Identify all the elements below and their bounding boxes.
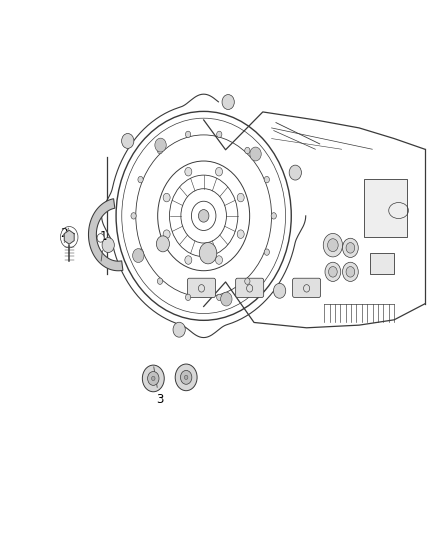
Circle shape xyxy=(271,213,276,219)
Circle shape xyxy=(157,147,162,154)
Circle shape xyxy=(215,256,223,264)
Circle shape xyxy=(163,193,170,202)
Circle shape xyxy=(250,147,261,161)
Circle shape xyxy=(156,236,170,252)
Circle shape xyxy=(173,322,185,337)
Circle shape xyxy=(185,256,192,264)
Circle shape xyxy=(138,176,143,183)
Circle shape xyxy=(97,233,104,242)
FancyBboxPatch shape xyxy=(293,278,321,297)
Circle shape xyxy=(245,278,250,285)
Circle shape xyxy=(237,230,244,238)
Circle shape xyxy=(199,243,217,264)
Circle shape xyxy=(289,165,301,180)
Circle shape xyxy=(180,370,192,384)
Circle shape xyxy=(175,364,197,391)
Circle shape xyxy=(264,176,269,183)
Circle shape xyxy=(148,372,159,385)
Circle shape xyxy=(222,94,234,109)
Circle shape xyxy=(157,278,162,285)
Circle shape xyxy=(163,230,170,238)
Circle shape xyxy=(142,365,164,392)
Circle shape xyxy=(217,294,222,301)
Circle shape xyxy=(122,133,134,148)
FancyBboxPatch shape xyxy=(236,278,264,297)
Text: 1: 1 xyxy=(99,230,107,243)
FancyBboxPatch shape xyxy=(364,179,407,237)
Circle shape xyxy=(245,147,250,154)
Circle shape xyxy=(325,262,341,281)
Circle shape xyxy=(152,376,155,381)
FancyBboxPatch shape xyxy=(370,253,394,274)
Circle shape xyxy=(185,294,191,301)
Circle shape xyxy=(155,138,166,152)
Text: 3: 3 xyxy=(156,393,163,406)
Circle shape xyxy=(346,243,355,253)
Circle shape xyxy=(273,284,286,298)
Circle shape xyxy=(346,266,355,277)
Circle shape xyxy=(138,249,143,255)
Circle shape xyxy=(215,167,223,176)
Circle shape xyxy=(133,249,144,263)
FancyBboxPatch shape xyxy=(187,278,215,297)
Circle shape xyxy=(184,375,188,379)
Circle shape xyxy=(323,233,343,257)
Circle shape xyxy=(185,131,191,138)
Circle shape xyxy=(343,238,358,257)
Circle shape xyxy=(217,131,222,138)
Circle shape xyxy=(328,266,337,277)
Text: 2: 2 xyxy=(60,227,67,240)
Ellipse shape xyxy=(198,209,209,222)
Polygon shape xyxy=(64,230,74,244)
Circle shape xyxy=(237,193,244,202)
Circle shape xyxy=(328,239,338,252)
Circle shape xyxy=(264,249,269,255)
Circle shape xyxy=(185,167,192,176)
Circle shape xyxy=(343,262,358,281)
Polygon shape xyxy=(88,199,123,271)
Circle shape xyxy=(221,292,232,306)
Circle shape xyxy=(131,213,136,219)
Circle shape xyxy=(102,238,114,253)
